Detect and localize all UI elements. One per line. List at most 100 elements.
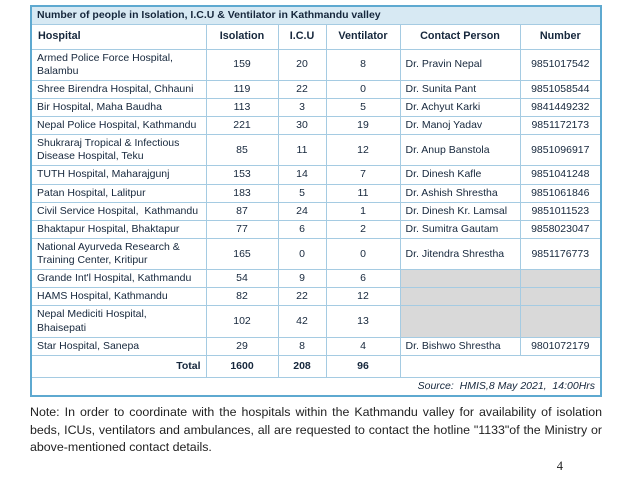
isolation-cell: 113 <box>205 97 279 118</box>
hospital-cell: Nepal Police Hospital, Kathmandu <box>30 116 207 136</box>
isolation-cell: 54 <box>205 269 279 289</box>
icu-cell: 6 <box>277 219 327 239</box>
contact-cell: Dr. Sumitra Gautam <box>399 219 521 239</box>
total-ventilator-value: 96 <box>325 354 401 378</box>
isolation-cell: 165 <box>205 237 279 271</box>
isolation-cell: 29 <box>205 336 279 356</box>
isolation-cell: 77 <box>205 219 279 239</box>
table-row: Bhaktapur Hospital, Bhaktapur 77 6 2 Dr.… <box>30 219 602 239</box>
isolation-cell: 153 <box>205 165 279 185</box>
number-cell: 9851172173 <box>519 116 602 136</box>
contact-cell: Dr. Ashish Shrestha <box>399 183 521 203</box>
ventilator-cell: 11 <box>325 183 401 203</box>
title-row: Number of people in Isolation, I.C.U & V… <box>30 5 602 26</box>
isolation-cell: 221 <box>205 116 279 136</box>
hospital-cell: Bir Hospital, Maha Baudha <box>30 97 207 118</box>
hospital-cell: Grande Int'l Hospital, Kathmandu <box>30 269 207 289</box>
contact-cell: Dr. Manoj Yadav <box>399 116 521 136</box>
contact-cell <box>399 305 521 338</box>
number-cell: 9858023047 <box>519 219 602 239</box>
contact-cell <box>399 287 521 307</box>
column-header-hospital: Hospital <box>30 24 207 50</box>
isolation-cell: 119 <box>205 79 279 99</box>
hospital-cell: National Ayurveda Research & Training Ce… <box>30 237 207 271</box>
page-number: 4 <box>556 459 563 473</box>
ventilator-cell: 7 <box>325 165 401 185</box>
number-cell: 9851176773 <box>519 237 602 271</box>
icu-cell: 11 <box>277 134 327 167</box>
ventilator-cell: 6 <box>325 269 401 289</box>
total-empty-cell <box>399 354 602 378</box>
contact-cell: Dr. Bishwo Shrestha <box>399 336 521 356</box>
number-cell: 9851061846 <box>519 183 602 203</box>
total-label: Total <box>30 354 207 378</box>
column-header-isolation: Isolation <box>205 24 279 50</box>
contact-cell: Dr. Sunita Pant <box>399 79 521 99</box>
table-row: Patan Hospital, Lalitpur 183 5 11 Dr. As… <box>30 183 602 203</box>
isolation-cell: 87 <box>205 201 279 221</box>
header-row: Hospital Isolation I.C.U Ventilator Cont… <box>30 24 602 50</box>
icu-cell: 5 <box>277 183 327 203</box>
source-row: Source: HMIS,8 May 2021, 14:00Hrs <box>30 376 602 397</box>
contact-cell: Dr. Pravin Nepal <box>399 48 521 81</box>
ventilator-cell: 1 <box>325 201 401 221</box>
icu-cell: 0 <box>277 237 327 271</box>
number-cell: 9851058544 <box>519 79 602 99</box>
total-row: Total 1600 208 96 <box>30 354 602 378</box>
table-row: Shukraraj Tropical & Infectious Disease … <box>30 134 602 167</box>
icu-cell: 42 <box>277 305 327 338</box>
ventilator-cell: 2 <box>325 219 401 239</box>
hospital-capacity-table: Number of people in Isolation, I.C.U & V… <box>30 5 603 398</box>
isolation-cell: 102 <box>205 305 279 338</box>
table-row: Shree Birendra Hospital, Chhauni 119 22 … <box>30 79 602 99</box>
column-header-icu: I.C.U <box>277 24 327 50</box>
total-icu-value: 208 <box>277 354 327 378</box>
table-row: Grande Int'l Hospital, Kathmandu 54 9 6 <box>30 269 602 289</box>
table-row: National Ayurveda Research & Training Ce… <box>30 237 602 271</box>
table-row: HAMS Hospital, Kathmandu 82 22 12 <box>30 287 602 307</box>
number-cell: 9851041248 <box>519 165 602 185</box>
icu-cell: 24 <box>277 201 327 221</box>
contact-cell: Dr. Achyut Karki <box>399 97 521 118</box>
total-isolation-value: 1600 <box>205 354 279 378</box>
table-title: Number of people in Isolation, I.C.U & V… <box>30 5 602 26</box>
ventilator-cell: 12 <box>325 287 401 307</box>
hospital-cell: Shree Birendra Hospital, Chhauni <box>30 79 207 99</box>
number-cell: 9841449232 <box>519 97 602 118</box>
icu-cell: 8 <box>277 336 327 356</box>
number-cell: 9851011523 <box>519 201 602 221</box>
ventilator-cell: 0 <box>325 237 401 271</box>
isolation-cell: 159 <box>205 48 279 81</box>
table-row: Nepal Mediciti Hospital, Bhaisepati 102 … <box>30 305 602 338</box>
table-row: Star Hospital, Sanepa 29 8 4 Dr. Bishwo … <box>30 336 602 356</box>
isolation-cell: 183 <box>205 183 279 203</box>
table-row: Bir Hospital, Maha Baudha 113 3 5 Dr. Ac… <box>30 97 602 118</box>
hospital-cell: Shukraraj Tropical & Infectious Disease … <box>30 134 207 167</box>
number-cell <box>519 305 602 338</box>
hospital-cell: Patan Hospital, Lalitpur <box>30 183 207 203</box>
icu-cell: 3 <box>277 97 327 118</box>
hospital-cell: Armed Police Force Hospital, Balambu <box>30 48 207 81</box>
ventilator-cell: 19 <box>325 116 401 136</box>
hospital-cell: TUTH Hospital, Maharajgunj <box>30 165 207 185</box>
number-cell <box>519 287 602 307</box>
contact-cell <box>399 269 521 289</box>
table-row: Civil Service Hospital, Kathmandu 87 24 … <box>30 201 602 221</box>
contact-cell: Dr. Dinesh Kafle <box>399 165 521 185</box>
table-row: TUTH Hospital, Maharajgunj 153 14 7 Dr. … <box>30 165 602 185</box>
ventilator-cell: 12 <box>325 134 401 167</box>
column-header-number: Number <box>519 24 602 50</box>
hospital-cell: Nepal Mediciti Hospital, Bhaisepati <box>30 305 207 338</box>
icu-cell: 22 <box>277 287 327 307</box>
contact-cell: Dr. Anup Banstola <box>399 134 521 167</box>
icu-cell: 14 <box>277 165 327 185</box>
ventilator-cell: 5 <box>325 97 401 118</box>
hospital-cell: HAMS Hospital, Kathmandu <box>30 287 207 307</box>
ventilator-cell: 0 <box>325 79 401 99</box>
icu-cell: 9 <box>277 269 327 289</box>
isolation-cell: 85 <box>205 134 279 167</box>
icu-cell: 20 <box>277 48 327 81</box>
number-cell <box>519 269 602 289</box>
table-row: Armed Police Force Hospital, Balambu 159… <box>30 48 602 81</box>
